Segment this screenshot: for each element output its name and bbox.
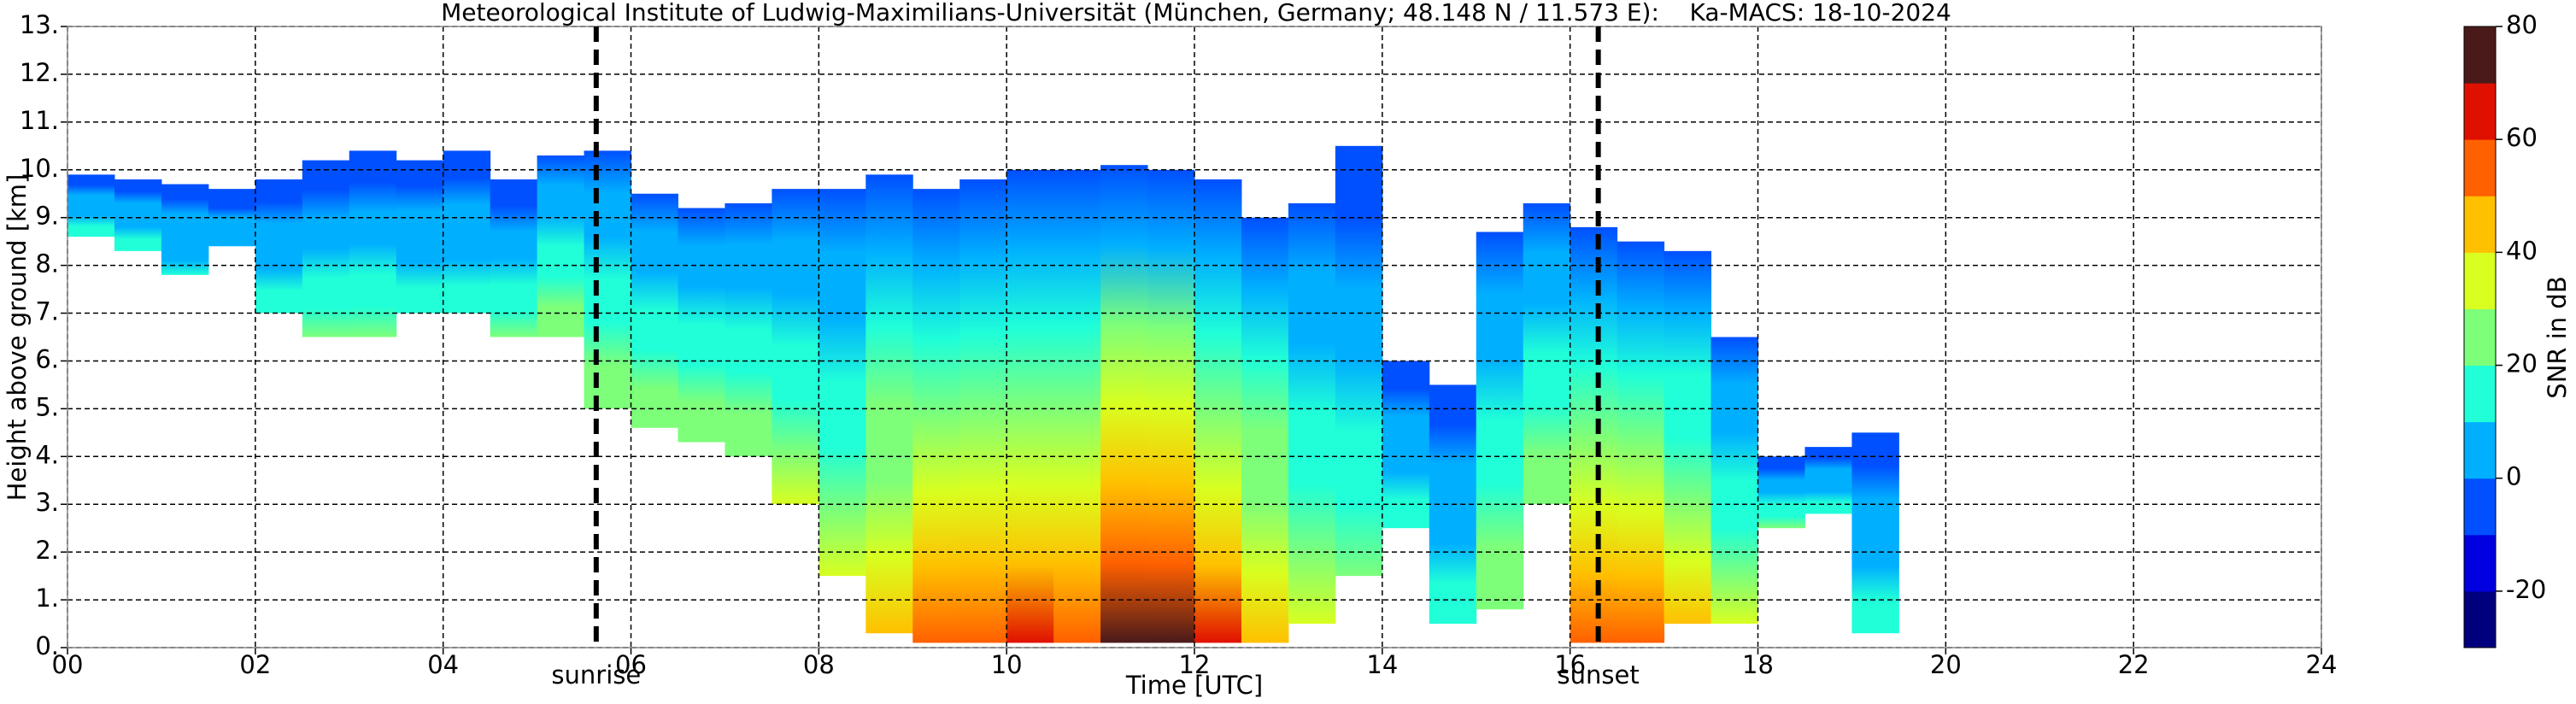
colorbar-tick-label: -20 [2506,575,2546,604]
x-tick-label: 14 [1366,650,1398,679]
cloud-column [1757,456,1805,529]
cloud-column [114,179,162,251]
colorbar-frame [2463,26,2497,648]
y-tick-label: 4. [35,440,59,469]
cloud-column [584,150,631,409]
cloud-column [255,179,303,314]
cloud-column [1804,447,1852,514]
cloud-column [1851,432,1899,634]
event-label: sunset [1558,660,1640,689]
y-tick-label: 13. [20,10,59,39]
x-tick-label: 20 [1930,650,1962,679]
colorbar-level [2464,252,2496,309]
y-tick-label: 8. [35,249,59,279]
y-tick-label: 0. [35,631,59,660]
cloud-column [1476,232,1524,610]
colorbar-level [2464,534,2496,592]
cloud-column [819,189,866,577]
cloud-column [1100,165,1148,643]
x-tick-label: 04 [427,650,459,679]
cloud-column [1523,202,1571,505]
cloud-column [772,189,819,505]
x-tick-label: 00 [52,650,84,679]
cloud-column [678,208,725,443]
cloud-column [1288,202,1336,625]
cloud-column [1664,250,1712,625]
y-axis-label: Height above ground [km] [3,174,32,502]
x-tick-label: 22 [2118,650,2150,679]
cloud-column [396,160,444,314]
plot-frame [67,26,2322,648]
cloud-column [302,160,350,337]
cloud-column [161,184,209,275]
colorbar-tick-label: 80 [2506,10,2538,39]
colorbar-level [2464,590,2496,648]
colorbar-tick-label: 60 [2506,123,2538,152]
cloud-column [1617,241,1665,643]
cloud-column [1147,169,1195,643]
y-tick-label: 6. [35,344,59,373]
cloud-column [1241,217,1289,643]
colorbar-level [2464,478,2496,536]
y-tick-label: 3. [35,488,59,517]
cloud-column [1006,169,1054,643]
y-tick-label: 1. [35,584,59,613]
cloud-column [1570,226,1618,643]
cloud-column [67,174,115,238]
cloud-column [1053,169,1101,643]
x-axis-label: Time [UTC] [1125,671,1263,700]
cloud-column [1710,337,1758,625]
x-tick-label: 12 [1179,650,1211,679]
cloud-column [725,202,772,457]
y-tick-label: 2. [35,536,59,565]
cloud-column [959,179,1007,643]
colorbar-level [2464,421,2496,479]
cloud-column [1194,179,1242,643]
x-tick-label: 06 [615,650,647,679]
chart-title: Meteorological Institute of Ludwig-Maxim… [441,0,1951,26]
colorbar-level [2464,83,2496,140]
x-tick-label: 16 [1554,650,1586,679]
y-tick-label: 10. [20,154,59,183]
cloud-column [537,155,585,337]
cloud-column [443,150,491,314]
y-tick-label: 5. [35,392,59,421]
y-tick-label: 12. [20,58,59,87]
colorbar-level [2464,365,2496,423]
colorbar-label: SNR in dB [2543,276,2572,398]
x-tick-label: 10 [991,650,1023,679]
colorbar-tick-label: 20 [2506,349,2538,378]
x-tick-label: 18 [1742,650,1774,679]
x-tick-label: 08 [803,650,835,679]
cloud-column [866,174,913,634]
colorbar-tick-label: 40 [2506,236,2538,265]
y-tick-label: 7. [35,297,59,326]
y-tick-label: 9. [35,202,59,231]
colorbar-level [2464,26,2496,84]
cloud-column [1382,361,1430,529]
cloud-column [631,193,678,428]
colorbar-level [2464,196,2496,253]
event-label: sunrise [551,660,641,689]
x-tick-label: 02 [239,650,271,679]
colorbar-level [2464,308,2496,367]
colorbar-tick-label: 0 [2506,462,2521,491]
cloud-column [912,189,960,643]
x-tick-label: 24 [2306,650,2338,679]
y-tick-label: 11. [20,106,59,135]
cloud-column [349,150,397,337]
cloud-column [490,179,538,337]
colorbar-level [2464,139,2496,197]
